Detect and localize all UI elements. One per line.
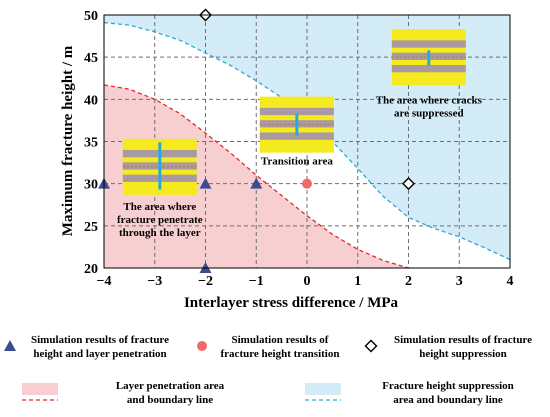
legend-label-line: Layer penetration area: [116, 380, 225, 392]
legend-label-line: Fracture height suppression: [382, 380, 514, 392]
inset-layer-band: [391, 40, 466, 48]
data-point-triangle: [199, 177, 212, 189]
legend-label: Layer penetration area and boundary line: [116, 380, 225, 406]
annotation-line: fracture penetrate: [117, 214, 203, 226]
x-tick-label: −3: [147, 274, 162, 289]
legend-label-line: height and layer penetration: [33, 348, 166, 360]
boundary-lines-layer: [103, 21, 511, 269]
legend-label-line: and boundary line: [127, 394, 213, 406]
x-tick-label: −1: [249, 274, 264, 289]
legend-item-1: Simulation results of fracture height tra…: [197, 334, 339, 360]
legend-swatch: [305, 383, 341, 395]
x-tick-label: 0: [304, 274, 311, 289]
x-tick-label: 2: [405, 274, 412, 289]
legend-item-0: Simulation results of fracture height and…: [4, 334, 169, 360]
x-axis-title: Interlayer stress difference / MPa: [184, 295, 399, 311]
annotation-line: are suppressed: [394, 108, 464, 120]
y-tick-label: 40: [84, 93, 98, 108]
legend-label-line: Simulation results of fracture: [394, 334, 532, 346]
legend-marker: [4, 340, 16, 351]
legend-marker: [197, 341, 207, 351]
y-tick-label: 30: [84, 178, 98, 193]
legend-label-line: area and boundary line: [393, 394, 503, 406]
annotation-0: The area where cracks are suppressed: [376, 95, 483, 120]
legend-label: Simulation results of fracture height sup…: [394, 334, 532, 360]
legend-item-2: Simulation results of fracture height sup…: [364, 334, 532, 360]
inset-layer-band: [259, 132, 334, 140]
x-tick-label: 3: [456, 274, 463, 289]
annotation-line: The area where cracks: [376, 95, 483, 107]
legend-label-line: Simulation results of fracture: [31, 334, 169, 346]
legend-label-line: fracture height transition: [221, 348, 340, 360]
legend-label-line: height suppression: [419, 348, 507, 360]
y-tick-label: 20: [84, 262, 98, 277]
legend-item-3: Layer penetration area and boundary line: [22, 380, 225, 406]
annotation-2: The area where fracture penetrate through …: [117, 201, 203, 239]
y-tick-label: 25: [84, 220, 98, 235]
data-point-diamond: [402, 177, 415, 191]
legend-label-line: Simulation results of: [232, 334, 329, 346]
insets-layer: [122, 29, 466, 195]
data-point-triangle: [250, 177, 263, 189]
x-tick-label: −4: [97, 274, 112, 289]
annotation-line: Transition area: [261, 155, 334, 167]
legend: Simulation results of fracture height and…: [4, 334, 532, 406]
legend-label: Simulation results of fracture height and…: [31, 334, 169, 360]
inset-transition: [259, 96, 334, 153]
inset-penetration: [122, 138, 197, 195]
legend-item-4: Fracture height suppression area and boun…: [305, 380, 514, 406]
suppression-boundary-line: [103, 21, 511, 261]
annotation-line: The area where: [123, 201, 196, 213]
legend-label: Fracture height suppression area and boun…: [382, 380, 514, 406]
data-point-circle: [302, 178, 312, 189]
annotations-layer: The area where cracks are suppressed Trans…: [117, 95, 483, 239]
inset-layer-band: [391, 65, 466, 73]
x-tick-label: 1: [354, 274, 361, 289]
inset-layer-band: [259, 107, 334, 116]
tick-labels-layer: −4 −3 −2 −1 0 1 2 3 4 20 25 30 35 40 45 50: [84, 9, 514, 289]
y-axis-title: Maximum fracture height / m: [60, 45, 76, 236]
x-tick-label: −2: [198, 274, 213, 289]
y-tick-label: 45: [84, 51, 98, 66]
plot-frame: [103, 14, 511, 269]
y-tick-label: 35: [84, 136, 98, 151]
inset-suppressed: [391, 29, 466, 86]
legend-label: Simulation results of fracture height tra…: [221, 334, 340, 360]
x-tick-label: 4: [507, 274, 514, 289]
y-tick-label: 50: [84, 9, 98, 24]
legend-marker: [364, 339, 378, 353]
data-points-layer: [98, 8, 415, 273]
annotation-line: through the layer: [119, 227, 201, 239]
annotation-1: Transition area: [261, 155, 334, 167]
legend-swatch: [22, 383, 58, 395]
